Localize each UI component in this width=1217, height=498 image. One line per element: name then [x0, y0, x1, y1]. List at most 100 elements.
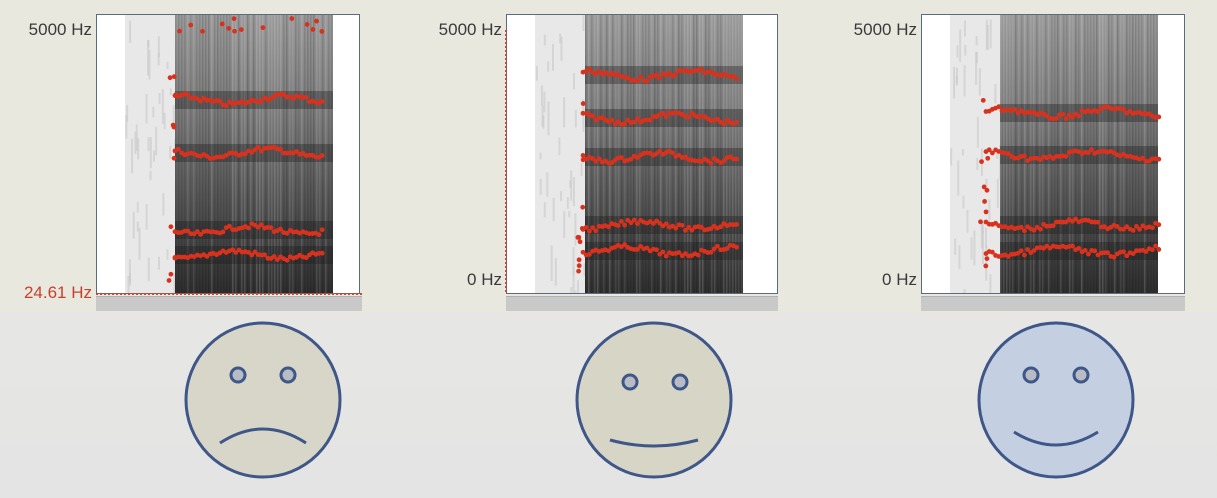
formant-dot	[734, 222, 739, 227]
formant-dot	[635, 221, 640, 227]
formant-dot	[984, 187, 990, 193]
formant-dot	[249, 149, 255, 155]
formant-dot	[200, 28, 205, 34]
formant-dot	[981, 184, 987, 190]
formant-dot	[1124, 253, 1130, 259]
formant-dot	[173, 92, 179, 98]
formant-dot	[1063, 153, 1069, 159]
formant-dot	[577, 239, 583, 245]
panel-baseline	[506, 296, 778, 311]
formant-dot	[657, 220, 663, 226]
formant-dot	[217, 98, 223, 104]
formant-dot	[670, 150, 675, 156]
formant-dot	[609, 117, 615, 123]
formant-dot	[606, 224, 611, 230]
formant-dot	[580, 152, 586, 158]
formant-dot	[596, 156, 602, 162]
formant-dot	[1156, 156, 1162, 162]
formant-dot	[724, 117, 730, 123]
formant-dot	[1092, 248, 1098, 254]
formant-dot	[622, 222, 627, 228]
formant-dot	[319, 153, 325, 158]
formant-dot	[1050, 223, 1056, 229]
formant-dot	[619, 219, 624, 224]
formant-dot	[238, 27, 244, 33]
formant-dot	[291, 96, 296, 102]
formant-dot	[663, 253, 669, 259]
formant-dot	[638, 243, 643, 249]
formant-dot	[615, 119, 621, 125]
formant-dot	[1156, 222, 1162, 228]
sad-face-icon	[183, 320, 343, 480]
formant-dot	[990, 249, 995, 255]
formant-dot	[580, 101, 586, 106]
formant-dot	[1022, 228, 1027, 234]
formant-dot	[996, 104, 1002, 110]
formant-dot	[983, 263, 989, 269]
formant-dot	[1121, 249, 1126, 255]
formant-dot	[1137, 226, 1142, 232]
formant-dot	[663, 221, 669, 227]
spectrogram-image	[950, 15, 1162, 293]
formant-dot	[625, 217, 631, 223]
formant-dot	[271, 254, 277, 259]
formant-dot	[590, 113, 595, 119]
formant-dot	[985, 155, 991, 161]
formant-dot	[281, 91, 287, 97]
formant-dot	[686, 114, 691, 120]
formant-dot	[220, 229, 226, 235]
spectrogram-2	[506, 14, 778, 294]
formant-dot	[982, 199, 988, 204]
formant-dot	[284, 230, 290, 236]
formant-dot	[683, 154, 688, 160]
formant-dot	[619, 155, 624, 160]
formant-dot	[1153, 243, 1158, 249]
formant-dot	[596, 69, 602, 74]
formant-dot	[673, 71, 679, 77]
formant-dot	[689, 110, 695, 116]
formant-dot	[575, 234, 581, 240]
formant-dot	[249, 252, 255, 258]
formant-dot	[260, 25, 266, 31]
formant-dot	[590, 156, 595, 161]
formant-dot	[734, 244, 739, 250]
formant-dot	[676, 250, 682, 255]
formant-dot	[1063, 116, 1069, 122]
formant-dot	[284, 257, 290, 263]
formant-dot	[647, 117, 653, 123]
formant-dot	[171, 74, 177, 80]
formant-dot	[278, 226, 283, 232]
formant-dot	[243, 151, 248, 157]
formant-dot	[1134, 223, 1139, 229]
formant-dot	[172, 255, 178, 260]
formant-dot	[695, 252, 701, 258]
formant-dot	[1060, 111, 1066, 117]
formant-dot	[319, 250, 325, 256]
formant-dot	[262, 252, 267, 258]
formant-dot	[314, 18, 319, 24]
formant-dot	[1150, 225, 1155, 231]
formant-dot	[195, 229, 200, 234]
spectrogram-image	[125, 15, 333, 293]
formant-dot	[1086, 150, 1091, 155]
frequency-bottom-label: 0 Hz	[467, 270, 502, 289]
formant-dot	[1105, 250, 1110, 256]
spectrogram-panel-3: 5000 Hz 0 Hz	[781, 0, 1217, 312]
formant-dot	[715, 243, 720, 249]
formant-dot	[631, 217, 637, 223]
formant-dot	[168, 224, 174, 230]
formant-dot	[609, 160, 615, 166]
formant-dot	[231, 16, 237, 22]
formant-dot	[1111, 254, 1117, 260]
formant-dot	[1089, 147, 1094, 152]
formant-dot	[278, 147, 283, 152]
formant-dot	[1076, 113, 1082, 119]
formant-dot	[1076, 245, 1082, 251]
frequency-top-label: 5000 Hz	[438, 20, 502, 39]
formant-dot	[705, 158, 711, 164]
formant-dot	[580, 249, 586, 255]
formant-dot	[721, 158, 727, 164]
spectrogram-panel-2: 5000 Hz 0 Hz	[366, 0, 781, 312]
formant-dot	[734, 119, 739, 125]
formant-dot	[622, 121, 627, 127]
